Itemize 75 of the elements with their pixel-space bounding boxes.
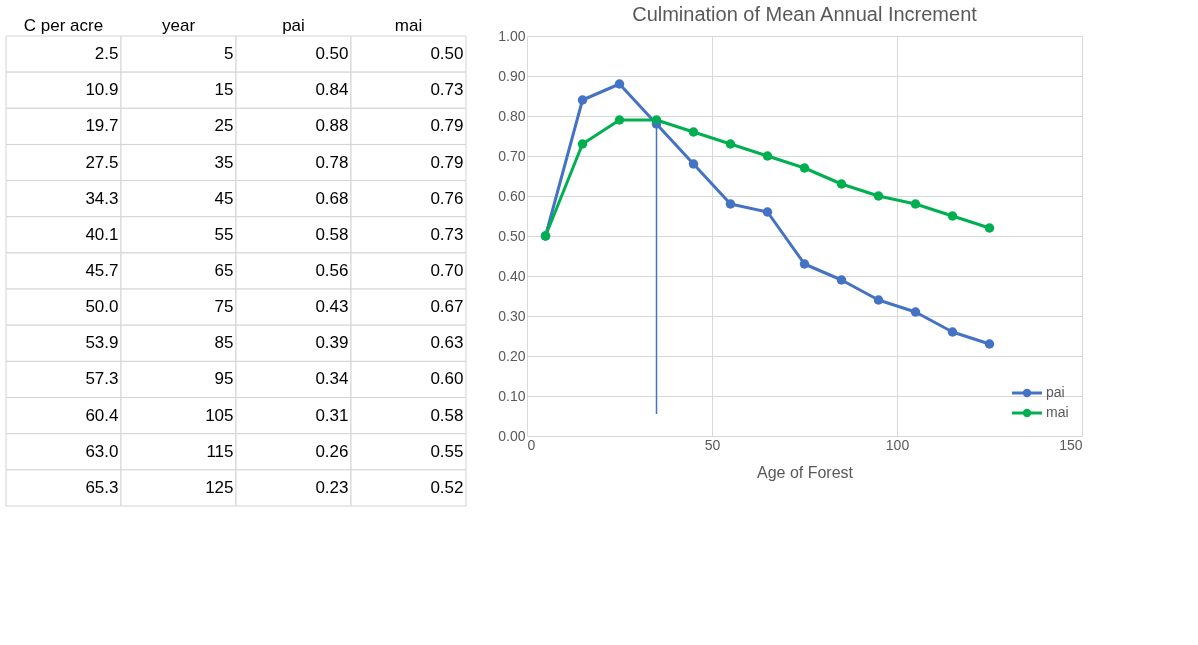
- data-label: 27.5: [85, 152, 119, 172]
- data-label: 65: [214, 261, 234, 280]
- y-tick-label: 0.00: [498, 427, 526, 444]
- data-label: 0.50: [315, 44, 349, 64]
- data-label: 0.70: [430, 261, 464, 280]
- chart-title: Culmination of Mean Annual Increment: [632, 3, 978, 25]
- x-tick-label: 150: [1059, 436, 1083, 453]
- data-label: 0.26: [315, 441, 349, 461]
- data-label: 0.55: [430, 441, 464, 461]
- data-label: 50.0: [85, 297, 119, 317]
- data-label: 0.88: [315, 116, 349, 136]
- x-tick-label: pai: [282, 15, 305, 35]
- data-label: 53.9: [85, 333, 119, 353]
- data-label: 0.34: [315, 369, 349, 389]
- data-label: 15: [214, 80, 234, 100]
- data-label: 75: [214, 297, 234, 317]
- data-label: 0.60: [430, 369, 464, 389]
- y-tick-label: 0.60: [498, 187, 526, 204]
- data-label: 0.78: [315, 152, 349, 172]
- data-label: 115: [206, 441, 234, 461]
- data-label: 0.63: [430, 333, 464, 353]
- data-label: 35: [214, 152, 234, 172]
- y-tick-label: 0.80: [498, 107, 526, 124]
- data-label: 0.43: [315, 297, 349, 317]
- data-label: 2.5: [94, 44, 119, 64]
- y-tick-label: 1.00: [498, 27, 526, 44]
- data-label: 25: [214, 116, 234, 136]
- data-label: 55: [214, 224, 234, 244]
- data-label: 19.7: [85, 116, 119, 136]
- data-label: 105: [205, 405, 234, 425]
- y-tick-label: 0.20: [498, 347, 526, 364]
- y-tick-label: 0.70: [498, 147, 526, 164]
- x-tick-label: 0: [527, 436, 536, 453]
- data-label: 5: [224, 44, 234, 64]
- data-label: 45: [214, 188, 234, 208]
- x-tick-label: year: [161, 15, 196, 35]
- data-label: 95: [214, 369, 234, 389]
- data-label: 0.73: [430, 224, 464, 244]
- data-label: 0.56: [315, 261, 349, 280]
- data-label: 34.3: [85, 188, 119, 208]
- data-label: 0.84: [315, 80, 349, 100]
- x-tick-label: 100: [885, 436, 910, 453]
- y-tick-label: 0.30: [498, 307, 526, 324]
- data-label: 57.3: [85, 369, 119, 389]
- data-label: 65.3: [85, 477, 119, 497]
- data-label: 0.31: [315, 405, 349, 425]
- x-axis-title: Age of Forest: [756, 463, 854, 481]
- data-label: 0.68: [315, 188, 349, 208]
- data-label: 0.79: [430, 152, 464, 172]
- data-label: 0.76: [430, 188, 464, 208]
- x-tick-label: C per acre: [23, 15, 104, 35]
- y-tick-label: 0.10: [498, 387, 526, 404]
- y-tick-label: 0.40: [498, 267, 526, 284]
- data-label: 0.23: [315, 477, 349, 497]
- data-label: 63.0: [85, 441, 119, 461]
- data-label: 40.1: [85, 224, 119, 244]
- data-label: 0.58: [430, 405, 464, 425]
- data-label: 0.73: [430, 80, 464, 100]
- data-label: 10.9: [85, 80, 119, 100]
- data-label: 125: [205, 477, 234, 497]
- legend-label: pai: [1046, 384, 1065, 400]
- data-label: 0.39: [315, 333, 349, 353]
- data-label: 0.52: [430, 477, 464, 497]
- legend-label: mai: [1046, 404, 1069, 420]
- data-label: 45.7: [85, 261, 119, 280]
- data-label: 0.67: [430, 297, 464, 317]
- data-label: 60.4: [85, 405, 119, 425]
- y-tick-label: 0.50: [498, 227, 526, 244]
- data-label: 0.58: [315, 224, 349, 244]
- data-label: 85: [214, 333, 234, 353]
- x-tick-label: mai: [394, 15, 423, 35]
- data-label: 0.50: [430, 44, 464, 64]
- y-tick-label: 0.90: [498, 67, 526, 84]
- data-label: 0.79: [430, 116, 464, 136]
- x-tick-label: 50: [704, 436, 721, 453]
